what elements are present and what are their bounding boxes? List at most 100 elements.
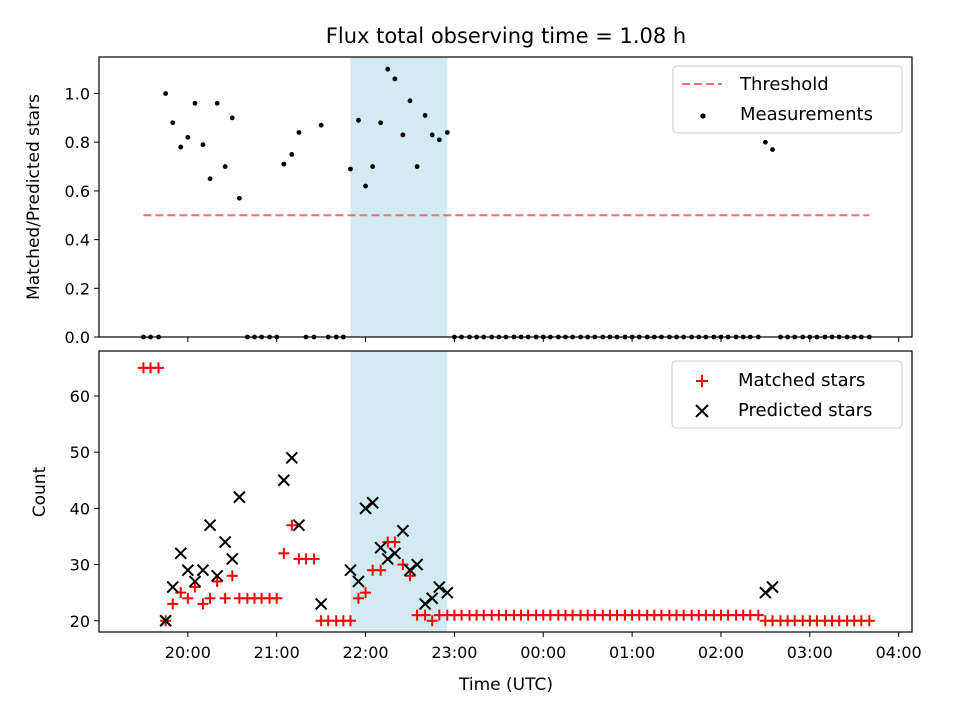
- measurement-point: [214, 100, 220, 106]
- predicted-star-b: [374, 541, 387, 554]
- bottom-y-tick-label: 60: [70, 387, 90, 406]
- matched-star-point: [189, 581, 201, 593]
- measurement-point: [192, 100, 198, 106]
- highlight-span-rect: [350, 57, 448, 337]
- predicted-star-b: [366, 496, 379, 509]
- matched-star-point: [226, 570, 238, 582]
- predicted-star-b: [344, 563, 357, 577]
- measurement-point: [370, 164, 376, 169]
- predicted-star-b: [441, 586, 454, 599]
- top-y-tick-label: 0.0: [65, 328, 90, 347]
- measurement-point: [185, 134, 191, 140]
- measurement-point: [178, 144, 184, 150]
- x-tick-label: 04:00: [876, 643, 922, 662]
- x-tick-label: 21:00: [254, 643, 300, 662]
- predicted-star-point: [314, 597, 328, 611]
- predicted-star-b: [396, 524, 410, 538]
- measurement-point: [318, 122, 324, 128]
- predicted-star-point: [203, 519, 217, 532]
- matched-star-point: [375, 564, 387, 576]
- measurement-point: [770, 147, 775, 152]
- predicted-star-b: [381, 552, 394, 566]
- predicted-star-point: [188, 575, 202, 588]
- measurement-point: [222, 164, 228, 169]
- predicted-stars-points: [159, 451, 779, 627]
- predicted-star-b: [233, 490, 246, 504]
- legend-matched-label: Matched stars: [738, 370, 865, 391]
- predicted-star-b: [218, 535, 232, 549]
- predicted-star-point: [759, 586, 772, 599]
- measurement-point: [392, 76, 398, 82]
- predicted-star-point: [233, 490, 246, 504]
- top-legend-box: [672, 65, 903, 134]
- matched-stars-points: [137, 362, 875, 627]
- measurement-point: [281, 161, 287, 167]
- measurement-point: [436, 137, 442, 143]
- predicted-star-b: [174, 547, 187, 560]
- measurement-point: [444, 130, 450, 135]
- predicted-star-point: [374, 541, 387, 554]
- predicted-star-point: [174, 547, 187, 560]
- top-panel: 0.0 0.2 0.4 0.6 0.8 1.0 Matched/Predicted sta…: [24, 56, 913, 347]
- measurement-point: [170, 120, 176, 126]
- measurement-point: [400, 132, 406, 138]
- predicted-star-point: [226, 552, 239, 566]
- predicted-star-b: [292, 519, 306, 532]
- measurement-point: [348, 166, 353, 172]
- predicted-star-point: [381, 552, 394, 566]
- measurement-point: [363, 183, 368, 189]
- x-tick-label: 03:00: [787, 643, 833, 662]
- top-axes-frame: [98, 56, 913, 338]
- predicted-star-b: [210, 569, 224, 583]
- legend-measurements-swatch: [700, 113, 706, 119]
- matched-star-point: [352, 592, 364, 604]
- predicted-star-b: [166, 580, 179, 594]
- top-legend: Threshold Measurements: [672, 65, 903, 134]
- top-y-axis-label: Matched/Predicted stars: [24, 94, 44, 300]
- measurement-point: [429, 132, 435, 138]
- top-y-tick-label: 0.8: [65, 133, 90, 152]
- predicted-star-b: [277, 474, 291, 487]
- predicted-star-b: [433, 580, 446, 594]
- x-tick-label: 20:00: [165, 643, 211, 662]
- matched-star-point: [360, 587, 372, 599]
- predicted-star-b: [766, 580, 779, 594]
- legend-predicted-label: Predicted stars: [738, 400, 872, 421]
- measurement-point: [236, 195, 242, 201]
- legend-predicted-swatch: [695, 404, 709, 418]
- matched-star-point: [211, 575, 223, 587]
- matched-star-point: [389, 536, 401, 548]
- predicted-star-b: [159, 614, 172, 627]
- x-tick-label: 02:00: [698, 643, 744, 662]
- measurement-point: [200, 142, 206, 148]
- measurement-point: [296, 130, 302, 135]
- legend-measurements-label: Measurements: [740, 104, 873, 125]
- top-y-tick-label: 1.0: [65, 85, 90, 104]
- bottom-legend: Matched stars Predicted stars: [671, 360, 903, 429]
- predicted-star-b: [759, 586, 772, 599]
- x-tick-label: 23:00: [431, 643, 477, 662]
- predicted-star-point: [418, 597, 432, 611]
- bottom-x-ticks: 20:00 21:00 22:00 23:00 00:00 01:00 02:00 03:00…: [165, 632, 922, 662]
- legend-threshold-label: Threshold: [739, 74, 829, 95]
- predicted-star-b: [314, 597, 328, 611]
- measurement-point: [407, 98, 413, 104]
- x-tick-label: 22:00: [343, 643, 389, 662]
- matched-star-point: [182, 592, 194, 604]
- predicted-star-b: [226, 552, 239, 566]
- bottom-y-axis-label: Count: [30, 466, 50, 517]
- measurement-point: [414, 164, 420, 169]
- predicted-star-b: [285, 451, 299, 464]
- top-y-tick-label: 0.6: [65, 182, 90, 201]
- predicted-star-b: [418, 597, 432, 611]
- bottom-y-tick-label: 30: [70, 556, 90, 575]
- measurement-point: [356, 117, 361, 123]
- predicted-star-point: [218, 535, 232, 549]
- bottom-y-tick-label: 20: [70, 612, 90, 631]
- predicted-star-point: [181, 563, 195, 577]
- predicted-star-b: [352, 575, 365, 588]
- predicted-star-point: [166, 580, 179, 594]
- top-highlight-span: [350, 57, 448, 337]
- top-x-ticks: [187, 337, 900, 342]
- highlight-span-rect: [350, 351, 448, 632]
